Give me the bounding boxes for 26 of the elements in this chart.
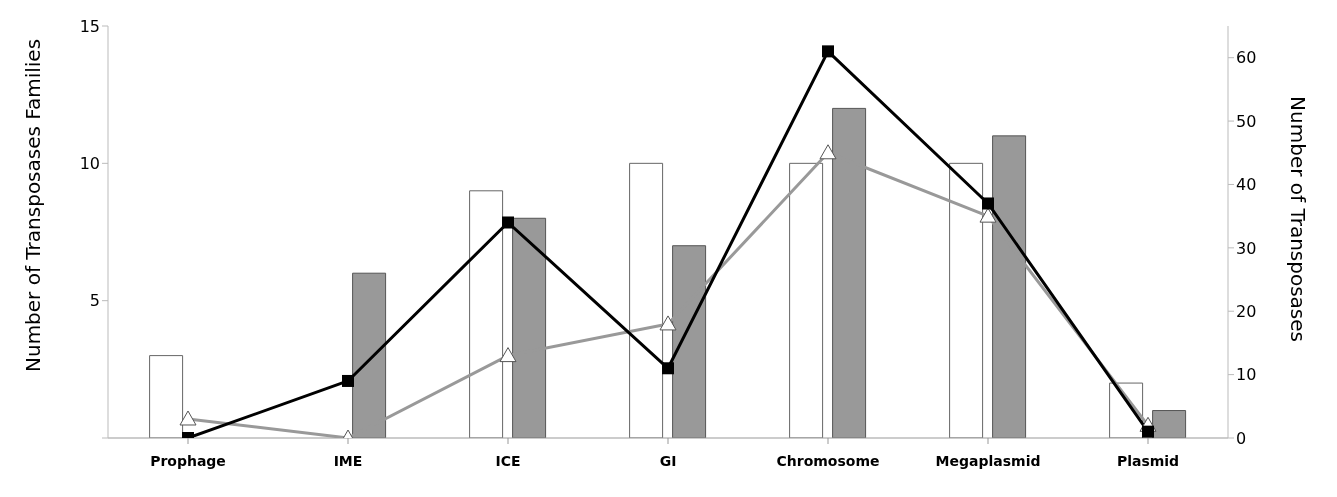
- bar: [789, 162, 824, 438]
- point: [502, 216, 514, 229]
- x-tick-label: GI: [659, 452, 677, 469]
- y2-tick-label: 60: [1236, 48, 1257, 68]
- x-tick-label: IME: [333, 452, 363, 469]
- y-tick-label: 15: [79, 16, 100, 36]
- x-tick-label: Megaplasmid: [935, 452, 1041, 469]
- x-tick-label: Prophage: [150, 452, 226, 469]
- point: [662, 362, 674, 375]
- y2-tick-label: 10: [1236, 365, 1257, 385]
- y2-tick-label: 20: [1236, 301, 1257, 321]
- y2-axis-title: Number of Transposases: [1285, 96, 1310, 342]
- x-tick-label: Plasmid: [1116, 452, 1180, 469]
- point: [822, 45, 834, 58]
- y2-tick-label: 30: [1236, 238, 1257, 258]
- x-tick-label: Chromosome: [776, 452, 880, 469]
- point: [342, 374, 354, 387]
- point: [1142, 425, 1154, 438]
- y2-tick-label: 0: [1236, 428, 1247, 448]
- y-axis-title: Number of Transposases Families: [21, 38, 46, 372]
- y2-tick-label: 50: [1236, 111, 1257, 131]
- y-tick-label: 10: [79, 154, 100, 174]
- x-tick-label: ICE: [495, 452, 521, 469]
- y2-tick-label: 40: [1236, 175, 1257, 195]
- point: [982, 197, 994, 210]
- y-tick-label: 5: [89, 291, 100, 311]
